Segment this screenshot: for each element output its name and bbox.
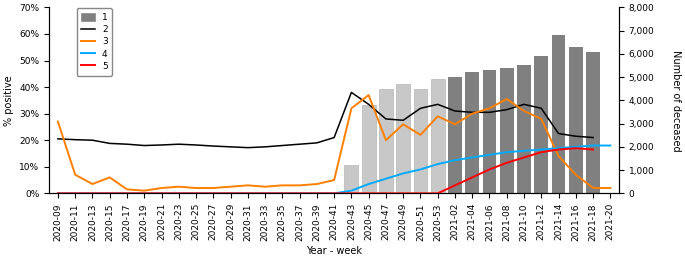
Y-axis label: % positive: % positive <box>4 75 14 126</box>
Bar <box>431 80 445 193</box>
Bar <box>500 68 514 193</box>
Bar <box>362 105 375 193</box>
Bar <box>534 56 548 193</box>
Bar <box>569 47 583 193</box>
Bar <box>483 70 497 193</box>
Bar <box>414 89 427 193</box>
Bar <box>586 51 600 193</box>
Bar <box>517 66 531 193</box>
Bar <box>465 73 479 193</box>
Y-axis label: Number of deceased: Number of deceased <box>671 50 681 151</box>
Bar <box>448 77 462 193</box>
Bar <box>397 84 410 193</box>
Bar <box>551 35 565 193</box>
Legend: 1, 2, 3, 4, 5: 1, 2, 3, 4, 5 <box>77 8 112 75</box>
Bar <box>379 89 393 193</box>
Bar <box>345 165 358 193</box>
X-axis label: Year - week: Year - week <box>306 246 362 256</box>
